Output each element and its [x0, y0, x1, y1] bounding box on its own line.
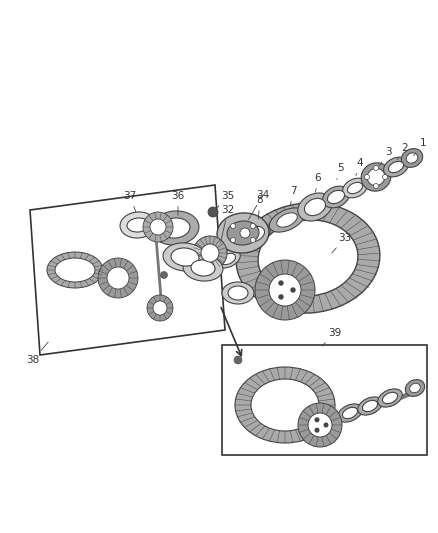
Text: 2: 2: [398, 143, 408, 160]
Ellipse shape: [222, 282, 254, 304]
Ellipse shape: [251, 379, 319, 431]
Ellipse shape: [358, 397, 382, 415]
Circle shape: [201, 244, 219, 262]
Ellipse shape: [410, 383, 420, 393]
Ellipse shape: [245, 227, 265, 241]
Ellipse shape: [235, 367, 335, 443]
Text: 1: 1: [413, 138, 426, 156]
Ellipse shape: [258, 220, 358, 296]
Ellipse shape: [240, 222, 270, 246]
Ellipse shape: [405, 379, 425, 397]
Circle shape: [160, 271, 167, 279]
Circle shape: [315, 429, 319, 432]
Circle shape: [308, 413, 332, 437]
Circle shape: [143, 212, 173, 242]
Circle shape: [324, 423, 328, 427]
Ellipse shape: [269, 208, 305, 232]
Text: 33: 33: [332, 233, 352, 253]
Circle shape: [255, 260, 315, 320]
Circle shape: [193, 236, 227, 270]
Text: 3: 3: [379, 147, 391, 166]
Polygon shape: [30, 185, 225, 355]
Circle shape: [153, 301, 167, 315]
Ellipse shape: [227, 221, 259, 245]
Circle shape: [382, 174, 388, 180]
Text: 7: 7: [290, 186, 297, 205]
Ellipse shape: [183, 255, 223, 281]
Ellipse shape: [328, 190, 345, 204]
Ellipse shape: [347, 182, 363, 193]
Ellipse shape: [378, 389, 402, 407]
Ellipse shape: [298, 193, 332, 221]
Ellipse shape: [338, 404, 362, 422]
Ellipse shape: [236, 203, 380, 313]
Circle shape: [240, 228, 250, 238]
Circle shape: [291, 288, 295, 292]
Circle shape: [298, 403, 342, 447]
Circle shape: [364, 174, 370, 180]
Circle shape: [251, 238, 255, 243]
Text: 34: 34: [248, 190, 270, 220]
Circle shape: [230, 223, 236, 229]
FancyBboxPatch shape: [222, 345, 427, 455]
Text: 6: 6: [314, 173, 321, 192]
Ellipse shape: [277, 213, 297, 227]
Text: 8: 8: [257, 195, 263, 219]
Circle shape: [208, 207, 218, 217]
Circle shape: [251, 223, 255, 229]
Ellipse shape: [55, 258, 95, 282]
Ellipse shape: [47, 252, 103, 288]
Circle shape: [107, 267, 129, 289]
Ellipse shape: [217, 213, 269, 253]
Ellipse shape: [367, 168, 385, 185]
Ellipse shape: [382, 392, 398, 403]
Circle shape: [234, 356, 242, 364]
Ellipse shape: [120, 212, 156, 238]
Ellipse shape: [151, 211, 199, 245]
Circle shape: [279, 295, 283, 299]
Text: 35: 35: [217, 191, 235, 208]
Text: 36: 36: [171, 191, 185, 215]
Ellipse shape: [401, 149, 423, 167]
Ellipse shape: [363, 400, 378, 411]
Text: 4: 4: [356, 158, 363, 175]
Circle shape: [374, 183, 378, 189]
Text: 5: 5: [337, 163, 343, 179]
Ellipse shape: [389, 161, 403, 173]
Ellipse shape: [228, 286, 248, 300]
Ellipse shape: [406, 153, 418, 163]
Ellipse shape: [171, 248, 199, 266]
Ellipse shape: [160, 218, 190, 238]
Ellipse shape: [216, 250, 240, 268]
Circle shape: [147, 295, 173, 321]
Circle shape: [279, 281, 283, 285]
Circle shape: [315, 418, 319, 422]
Ellipse shape: [191, 260, 215, 276]
Ellipse shape: [127, 218, 149, 232]
Circle shape: [269, 274, 301, 306]
Circle shape: [150, 219, 166, 235]
Ellipse shape: [384, 157, 408, 177]
Text: 32: 32: [221, 205, 235, 243]
Text: 39: 39: [322, 328, 342, 346]
Circle shape: [374, 166, 378, 171]
Ellipse shape: [361, 163, 391, 191]
Ellipse shape: [343, 178, 367, 198]
Text: 37: 37: [124, 191, 137, 212]
Ellipse shape: [343, 407, 357, 418]
Ellipse shape: [220, 253, 236, 265]
Ellipse shape: [323, 186, 350, 208]
Circle shape: [98, 258, 138, 298]
Text: 38: 38: [26, 342, 48, 365]
Ellipse shape: [304, 198, 325, 216]
Circle shape: [230, 238, 236, 243]
Ellipse shape: [163, 243, 207, 271]
